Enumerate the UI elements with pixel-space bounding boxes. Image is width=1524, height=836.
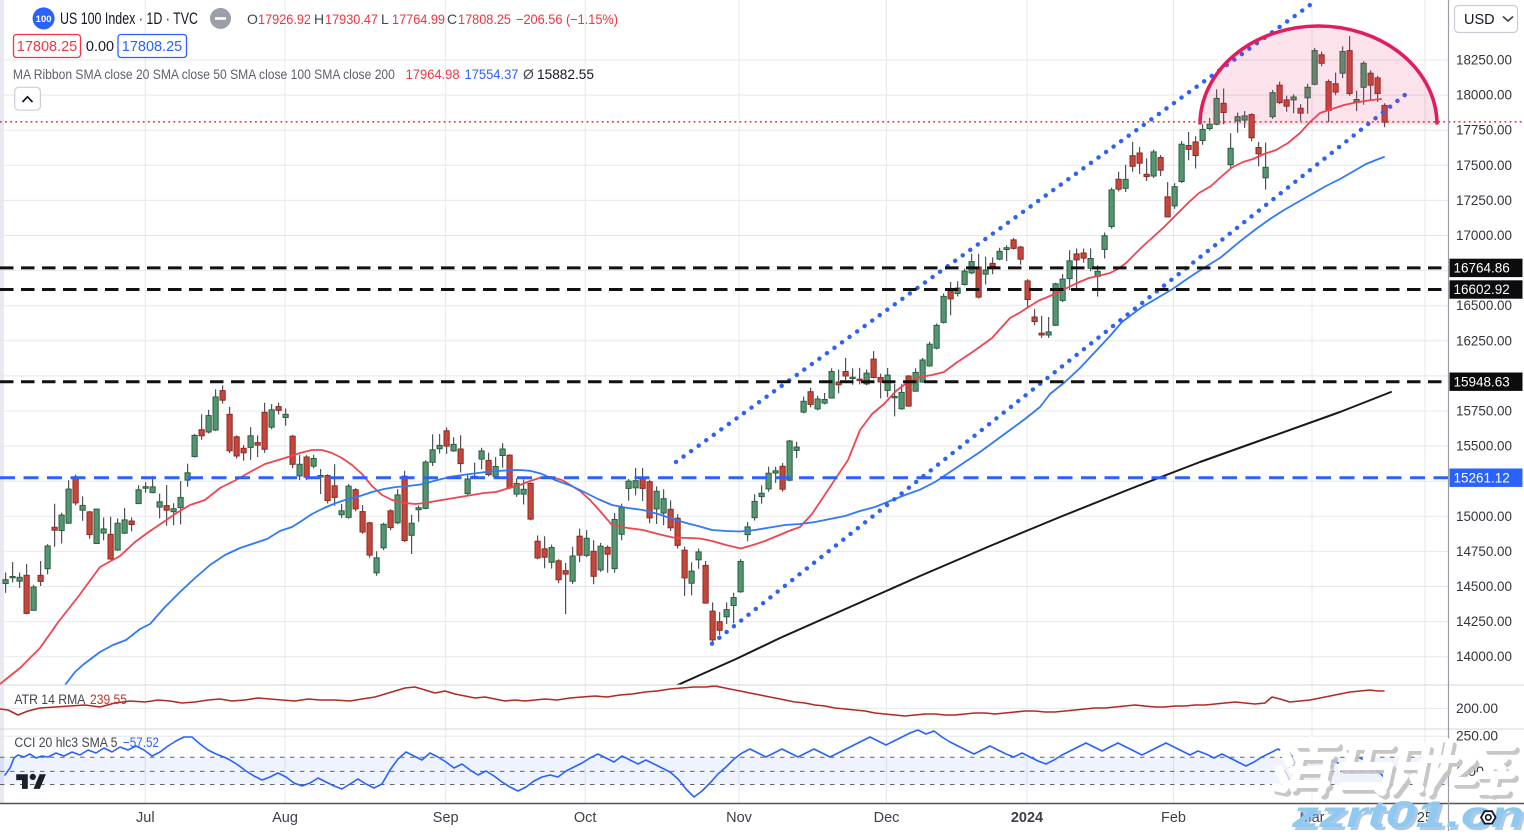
svg-text:17808.25: 17808.25	[458, 11, 511, 27]
svg-text:US 100 Index · 1D · TVC: US 100 Index · 1D · TVC	[60, 10, 198, 28]
svg-text:16764.86: 16764.86	[1454, 261, 1510, 276]
svg-text:14000.00: 14000.00	[1456, 648, 1512, 664]
svg-text:Jul: Jul	[136, 810, 155, 826]
svg-text:15882.55: 15882.55	[537, 66, 594, 82]
svg-text:17808.25: 17808.25	[122, 39, 182, 55]
svg-text:17500.00: 17500.00	[1456, 157, 1512, 173]
svg-text:25: 25	[1417, 810, 1433, 826]
svg-text:−206.56 (−1.15%): −206.56 (−1.15%)	[516, 11, 618, 27]
svg-text:239.55: 239.55	[90, 692, 127, 707]
svg-text:L: L	[381, 11, 389, 27]
svg-text:16250.00: 16250.00	[1456, 332, 1512, 348]
svg-text:15750.00: 15750.00	[1456, 403, 1512, 419]
svg-text:15000.00: 15000.00	[1456, 508, 1512, 524]
svg-text:C: C	[447, 11, 457, 27]
svg-text:17764.99: 17764.99	[392, 11, 445, 27]
svg-text:Feb: Feb	[1161, 810, 1186, 826]
svg-text:17926.92: 17926.92	[258, 11, 311, 27]
svg-text:18000.00: 18000.00	[1456, 87, 1512, 103]
svg-text:17964.98: 17964.98	[406, 66, 460, 82]
svg-text:15261.12: 15261.12	[1454, 470, 1510, 485]
svg-text:17930.47: 17930.47	[325, 11, 378, 27]
svg-text:16500.00: 16500.00	[1456, 297, 1512, 313]
svg-text:2024: 2024	[1011, 810, 1043, 826]
svg-text:17750.00: 17750.00	[1456, 122, 1512, 138]
svg-text:Aug: Aug	[272, 810, 298, 826]
svg-text:Nov: Nov	[726, 810, 753, 826]
svg-text:14250.00: 14250.00	[1456, 613, 1512, 629]
svg-text:CCI 20 hlc3 SMA 5: CCI 20 hlc3 SMA 5	[14, 735, 117, 750]
svg-text:16602.92: 16602.92	[1454, 282, 1510, 297]
svg-text:17000.00: 17000.00	[1456, 227, 1512, 243]
svg-text:250.00: 250.00	[1456, 728, 1498, 744]
svg-text:Sep: Sep	[433, 810, 459, 826]
svg-text:0.00: 0.00	[86, 39, 114, 55]
svg-text:Mar: Mar	[1300, 810, 1325, 826]
svg-text:ATR 14 RMA: ATR 14 RMA	[14, 692, 85, 707]
svg-text:14500.00: 14500.00	[1456, 578, 1512, 594]
svg-text:18250.00: 18250.00	[1456, 52, 1512, 68]
svg-text:Dec: Dec	[874, 810, 900, 826]
svg-text:−57.52: −57.52	[123, 735, 159, 750]
svg-text:H: H	[314, 11, 324, 27]
svg-text:100: 100	[36, 14, 52, 25]
svg-text:Ø: Ø	[523, 66, 534, 82]
svg-text:O: O	[247, 11, 258, 27]
svg-text:MA Ribbon SMA close 20 SMA clo: MA Ribbon SMA close 20 SMA close 50 SMA …	[13, 66, 395, 82]
svg-text:17250.00: 17250.00	[1456, 192, 1512, 208]
svg-text:17554.37: 17554.37	[465, 66, 519, 82]
svg-text:200.00: 200.00	[1456, 700, 1498, 716]
svg-text:17808.25: 17808.25	[17, 39, 77, 55]
svg-text:15500.00: 15500.00	[1456, 438, 1512, 454]
svg-text:Oct: Oct	[574, 810, 597, 826]
svg-text:14750.00: 14750.00	[1456, 543, 1512, 559]
svg-text:USD: USD	[1464, 12, 1495, 28]
svg-text:15948.63: 15948.63	[1454, 374, 1510, 389]
